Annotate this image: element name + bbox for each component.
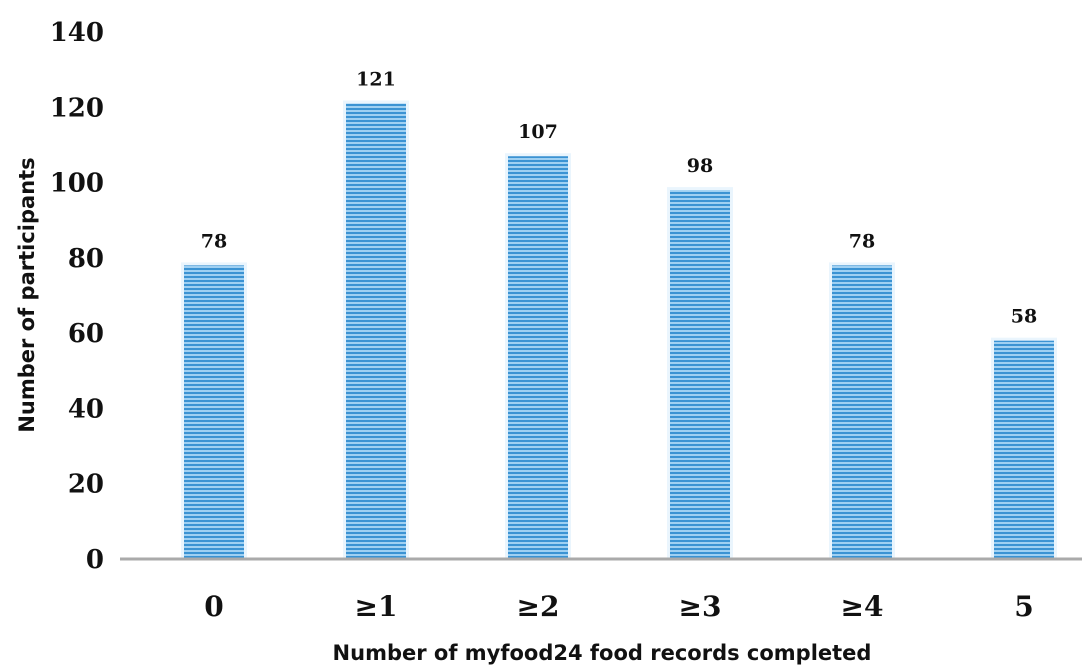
y-tick-label: 0 [86, 545, 104, 575]
x-tick-label: ≥1 [355, 590, 398, 623]
bars [181, 100, 1057, 560]
bar [994, 340, 1054, 559]
bar [832, 265, 892, 559]
data-label: 121 [356, 69, 396, 91]
bar [346, 103, 406, 560]
bar [184, 265, 244, 559]
x-tick-label: ≥2 [517, 590, 560, 623]
y-axis-ticks: 0 20 40 60 80 100 120 140 [50, 18, 104, 575]
data-label: 78 [849, 230, 875, 252]
x-axis-title: Number of myfood24 food records complete… [333, 641, 872, 665]
x-tick-label: 5 [1014, 590, 1033, 623]
bar [508, 156, 568, 559]
data-label: 58 [1011, 306, 1037, 328]
data-label: 98 [687, 155, 713, 177]
y-tick-label: 40 [68, 394, 104, 424]
y-tick-label: 140 [50, 18, 104, 48]
bar [670, 190, 730, 559]
x-tick-label: ≥4 [841, 590, 884, 623]
x-tick-label: ≥3 [679, 590, 722, 623]
y-tick-label: 60 [68, 319, 104, 349]
data-label: 78 [201, 230, 227, 252]
data-labels: 78 121 107 98 78 58 [201, 69, 1037, 328]
x-axis-ticks: 0 ≥1 ≥2 ≥3 ≥4 5 [204, 590, 1033, 623]
data-label: 107 [518, 121, 558, 143]
y-tick-label: 120 [50, 93, 104, 123]
y-tick-label: 80 [68, 244, 104, 274]
y-axis-title: Number of participants [15, 157, 39, 432]
y-tick-label: 100 [50, 169, 104, 199]
y-tick-label: 20 [68, 470, 104, 500]
x-tick-label: 0 [204, 590, 223, 623]
